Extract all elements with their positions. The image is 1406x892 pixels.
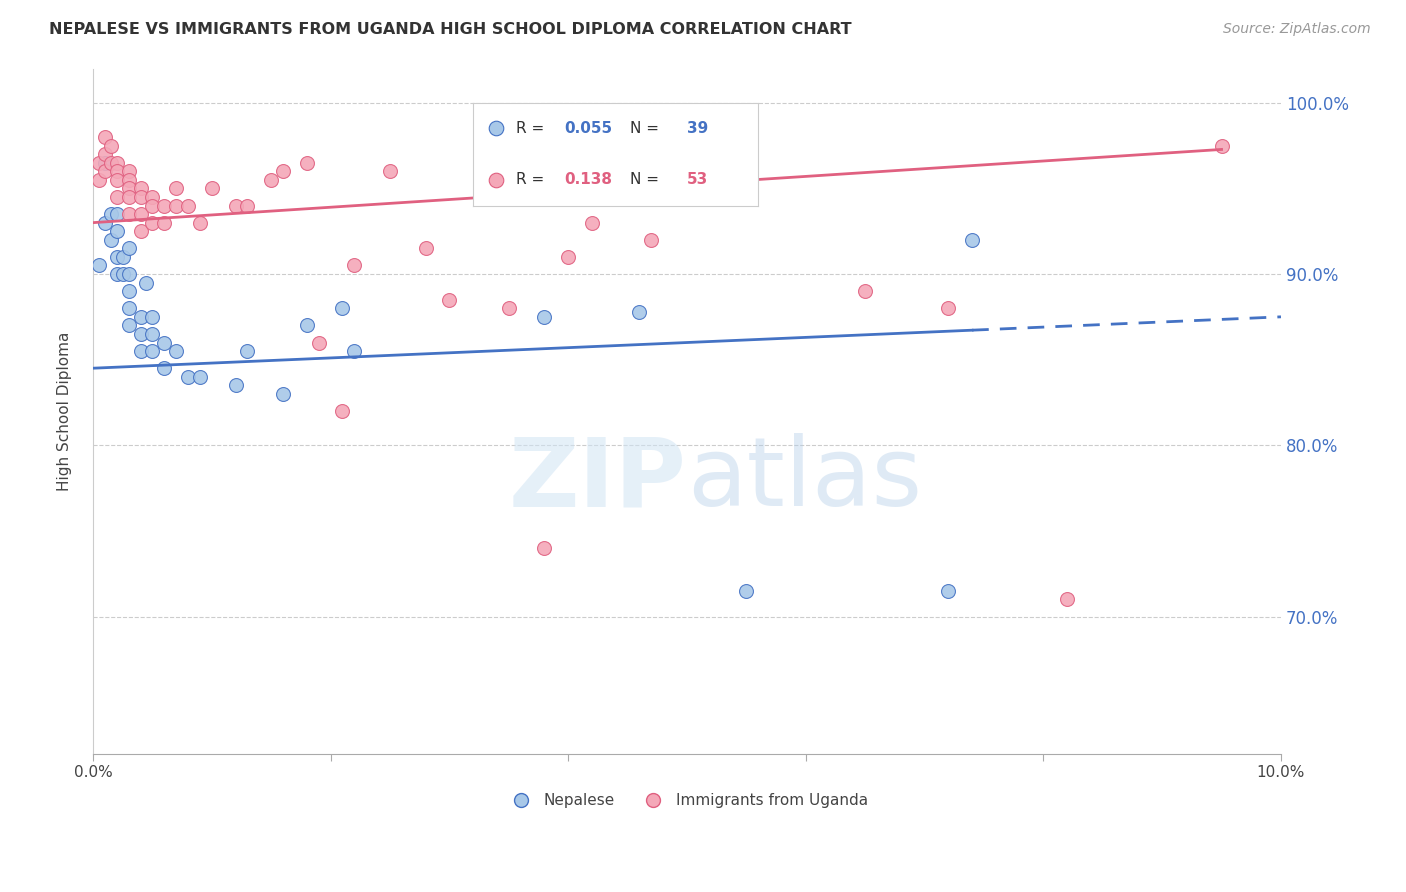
Point — [557, 250, 579, 264]
Point — [271, 387, 294, 401]
Point — [378, 164, 401, 178]
Point — [153, 335, 176, 350]
Text: atlas: atlas — [688, 433, 922, 526]
Point — [87, 259, 110, 273]
Y-axis label: High School Diploma: High School Diploma — [58, 331, 72, 491]
Point — [118, 207, 141, 221]
Point — [141, 326, 163, 341]
Point — [118, 318, 141, 333]
Point — [1211, 138, 1233, 153]
Point — [936, 301, 959, 316]
Point — [94, 130, 117, 145]
Point — [343, 259, 366, 273]
Point — [100, 155, 122, 169]
Point — [141, 344, 163, 359]
Point — [165, 344, 187, 359]
Point — [201, 181, 224, 195]
Point — [87, 155, 110, 169]
Point — [105, 164, 128, 178]
Point — [105, 207, 128, 221]
Point — [141, 216, 163, 230]
Point — [640, 233, 662, 247]
Point — [735, 181, 758, 195]
Point — [177, 198, 200, 212]
Point — [141, 310, 163, 324]
Text: NEPALESE VS IMMIGRANTS FROM UGANDA HIGH SCHOOL DIPLOMA CORRELATION CHART: NEPALESE VS IMMIGRANTS FROM UGANDA HIGH … — [49, 22, 852, 37]
Point — [332, 301, 354, 316]
Point — [100, 138, 122, 153]
Point — [94, 147, 117, 161]
Point — [1056, 592, 1078, 607]
Point — [188, 369, 211, 384]
Point — [129, 224, 152, 238]
Point — [236, 198, 259, 212]
Point — [177, 369, 200, 384]
Point — [343, 344, 366, 359]
Legend: Nepalese, Immigrants from Uganda: Nepalese, Immigrants from Uganda — [499, 787, 875, 814]
Point — [415, 241, 437, 255]
Point — [118, 173, 141, 187]
Point — [94, 216, 117, 230]
Point — [153, 361, 176, 376]
Point — [87, 173, 110, 187]
Point — [105, 250, 128, 264]
Point — [94, 155, 117, 169]
Point — [225, 198, 247, 212]
Point — [111, 250, 134, 264]
Point — [105, 267, 128, 281]
Point — [141, 198, 163, 212]
Point — [129, 207, 152, 221]
Point — [118, 164, 141, 178]
Point — [118, 181, 141, 195]
Point — [936, 583, 959, 598]
Point — [533, 310, 555, 324]
Point — [118, 301, 141, 316]
Point — [118, 284, 141, 298]
Point — [581, 216, 603, 230]
Point — [236, 344, 259, 359]
Point — [100, 207, 122, 221]
Point — [308, 335, 330, 350]
Text: ZIP: ZIP — [509, 433, 688, 526]
Point — [94, 164, 117, 178]
Point — [960, 233, 983, 247]
Point — [295, 155, 318, 169]
Point — [271, 164, 294, 178]
Point — [332, 404, 354, 418]
Point — [129, 181, 152, 195]
Point — [153, 198, 176, 212]
Point — [129, 326, 152, 341]
Point — [118, 190, 141, 204]
Point — [676, 181, 699, 195]
Point — [100, 233, 122, 247]
Point — [165, 198, 187, 212]
Point — [129, 344, 152, 359]
Point — [105, 173, 128, 187]
Point — [295, 318, 318, 333]
Point — [141, 190, 163, 204]
Point — [188, 216, 211, 230]
Point — [129, 310, 152, 324]
Point — [498, 301, 520, 316]
Point — [153, 216, 176, 230]
Point — [135, 276, 157, 290]
Point — [165, 181, 187, 195]
Point — [118, 267, 141, 281]
Point — [111, 267, 134, 281]
Point — [853, 284, 876, 298]
Point — [105, 155, 128, 169]
Text: Source: ZipAtlas.com: Source: ZipAtlas.com — [1223, 22, 1371, 37]
Point — [118, 241, 141, 255]
Point — [439, 293, 461, 307]
Point — [105, 224, 128, 238]
Point — [129, 190, 152, 204]
Point — [735, 583, 758, 598]
Point — [628, 304, 651, 318]
Point — [105, 190, 128, 204]
Point — [260, 173, 283, 187]
Point — [225, 378, 247, 392]
Point — [533, 541, 555, 555]
